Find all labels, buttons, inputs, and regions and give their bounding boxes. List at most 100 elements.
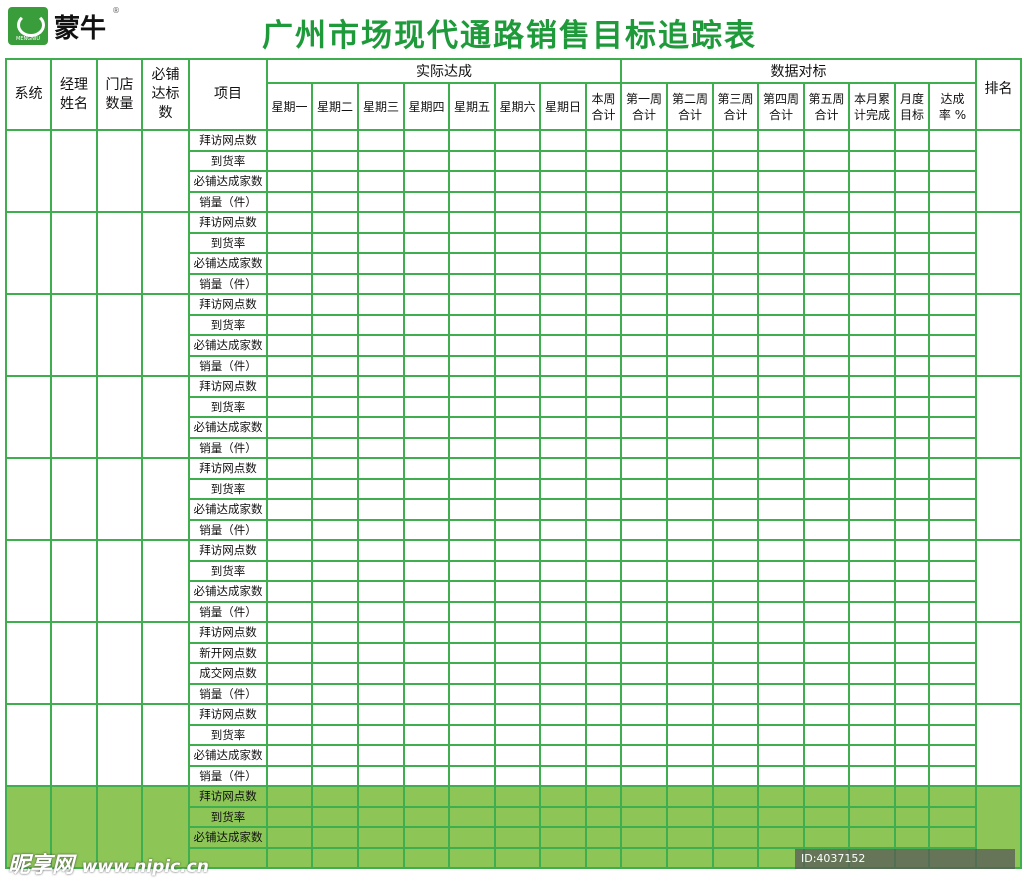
data-cell[interactable] [357, 846, 405, 869]
data-cell[interactable] [620, 272, 668, 295]
data-cell[interactable] [403, 805, 450, 828]
data-cell[interactable] [757, 785, 805, 808]
data-cell[interactable] [494, 764, 541, 787]
data-cell[interactable] [666, 231, 714, 254]
data-cell[interactable] [894, 498, 930, 521]
data-cell[interactable] [894, 826, 930, 849]
data-cell[interactable] [266, 498, 313, 521]
data-cell[interactable] [539, 129, 587, 152]
data-cell[interactable] [620, 559, 668, 582]
data-cell[interactable] [266, 354, 313, 377]
data-cell[interactable] [620, 580, 668, 603]
data-cell[interactable] [311, 436, 359, 459]
data-cell[interactable] [928, 129, 977, 152]
data-cell[interactable] [539, 600, 587, 623]
data-cell[interactable] [494, 600, 541, 623]
data-cell[interactable] [448, 313, 496, 336]
data-cell[interactable] [712, 846, 759, 869]
data-cell[interactable] [712, 600, 759, 623]
data-cell[interactable] [928, 293, 977, 316]
data-cell[interactable] [403, 190, 450, 213]
data-cell[interactable] [448, 826, 496, 849]
stores-cell[interactable] [96, 621, 143, 705]
data-cell[interactable] [757, 395, 805, 418]
data-cell[interactable] [539, 703, 587, 726]
data-cell[interactable] [311, 170, 359, 193]
data-cell[interactable] [894, 293, 930, 316]
data-cell[interactable] [712, 272, 759, 295]
data-cell[interactable] [448, 682, 496, 705]
system-cell[interactable] [5, 293, 52, 377]
data-cell[interactable] [585, 539, 622, 562]
data-cell[interactable] [494, 682, 541, 705]
data-cell[interactable] [757, 293, 805, 316]
data-cell[interactable] [357, 129, 405, 152]
data-cell[interactable] [894, 600, 930, 623]
data-cell[interactable] [712, 764, 759, 787]
data-cell[interactable] [894, 211, 930, 234]
data-cell[interactable] [585, 518, 622, 541]
data-cell[interactable] [928, 785, 977, 808]
data-cell[interactable] [894, 477, 930, 500]
data-cell[interactable] [894, 662, 930, 685]
data-cell[interactable] [539, 846, 587, 869]
stores-cell[interactable] [96, 785, 143, 869]
data-cell[interactable] [403, 477, 450, 500]
data-cell[interactable] [448, 703, 496, 726]
data-cell[interactable] [666, 846, 714, 869]
data-cell[interactable] [585, 477, 622, 500]
data-cell[interactable] [357, 252, 405, 275]
data-cell[interactable] [585, 252, 622, 275]
system-cell[interactable] [5, 375, 52, 459]
data-cell[interactable] [620, 744, 668, 767]
data-cell[interactable] [803, 744, 850, 767]
data-cell[interactable] [666, 211, 714, 234]
data-cell[interactable] [928, 641, 977, 664]
data-cell[interactable] [620, 231, 668, 254]
manager-cell[interactable] [50, 785, 98, 869]
data-cell[interactable] [266, 129, 313, 152]
data-cell[interactable] [928, 682, 977, 705]
data-cell[interactable] [539, 641, 587, 664]
data-cell[interactable] [803, 826, 850, 849]
data-cell[interactable] [403, 785, 450, 808]
data-cell[interactable] [539, 375, 587, 398]
data-cell[interactable] [928, 498, 977, 521]
data-cell[interactable] [803, 149, 850, 172]
data-cell[interactable] [620, 457, 668, 480]
data-cell[interactable] [448, 170, 496, 193]
data-cell[interactable] [620, 436, 668, 459]
data-cell[interactable] [311, 334, 359, 357]
data-cell[interactable] [757, 477, 805, 500]
data-cell[interactable] [539, 539, 587, 562]
data-cell[interactable] [712, 354, 759, 377]
data-cell[interactable] [494, 498, 541, 521]
data-cell[interactable] [928, 805, 977, 828]
data-cell[interactable] [848, 293, 896, 316]
data-cell[interactable] [803, 477, 850, 500]
data-cell[interactable] [712, 703, 759, 726]
data-cell[interactable] [712, 682, 759, 705]
data-cell[interactable] [311, 129, 359, 152]
data-cell[interactable] [266, 682, 313, 705]
rank-cell[interactable] [975, 293, 1022, 377]
data-cell[interactable] [928, 231, 977, 254]
data-cell[interactable] [357, 231, 405, 254]
data-cell[interactable] [928, 662, 977, 685]
data-cell[interactable] [894, 518, 930, 541]
data-cell[interactable] [848, 477, 896, 500]
data-cell[interactable] [894, 539, 930, 562]
data-cell[interactable] [928, 395, 977, 418]
data-cell[interactable] [311, 539, 359, 562]
data-cell[interactable] [803, 395, 850, 418]
data-cell[interactable] [620, 334, 668, 357]
data-cell[interactable] [311, 723, 359, 746]
system-cell[interactable] [5, 211, 52, 295]
data-cell[interactable] [894, 744, 930, 767]
data-cell[interactable] [928, 703, 977, 726]
data-cell[interactable] [539, 272, 587, 295]
data-cell[interactable] [266, 252, 313, 275]
data-cell[interactable] [266, 334, 313, 357]
data-cell[interactable] [539, 190, 587, 213]
data-cell[interactable] [539, 744, 587, 767]
